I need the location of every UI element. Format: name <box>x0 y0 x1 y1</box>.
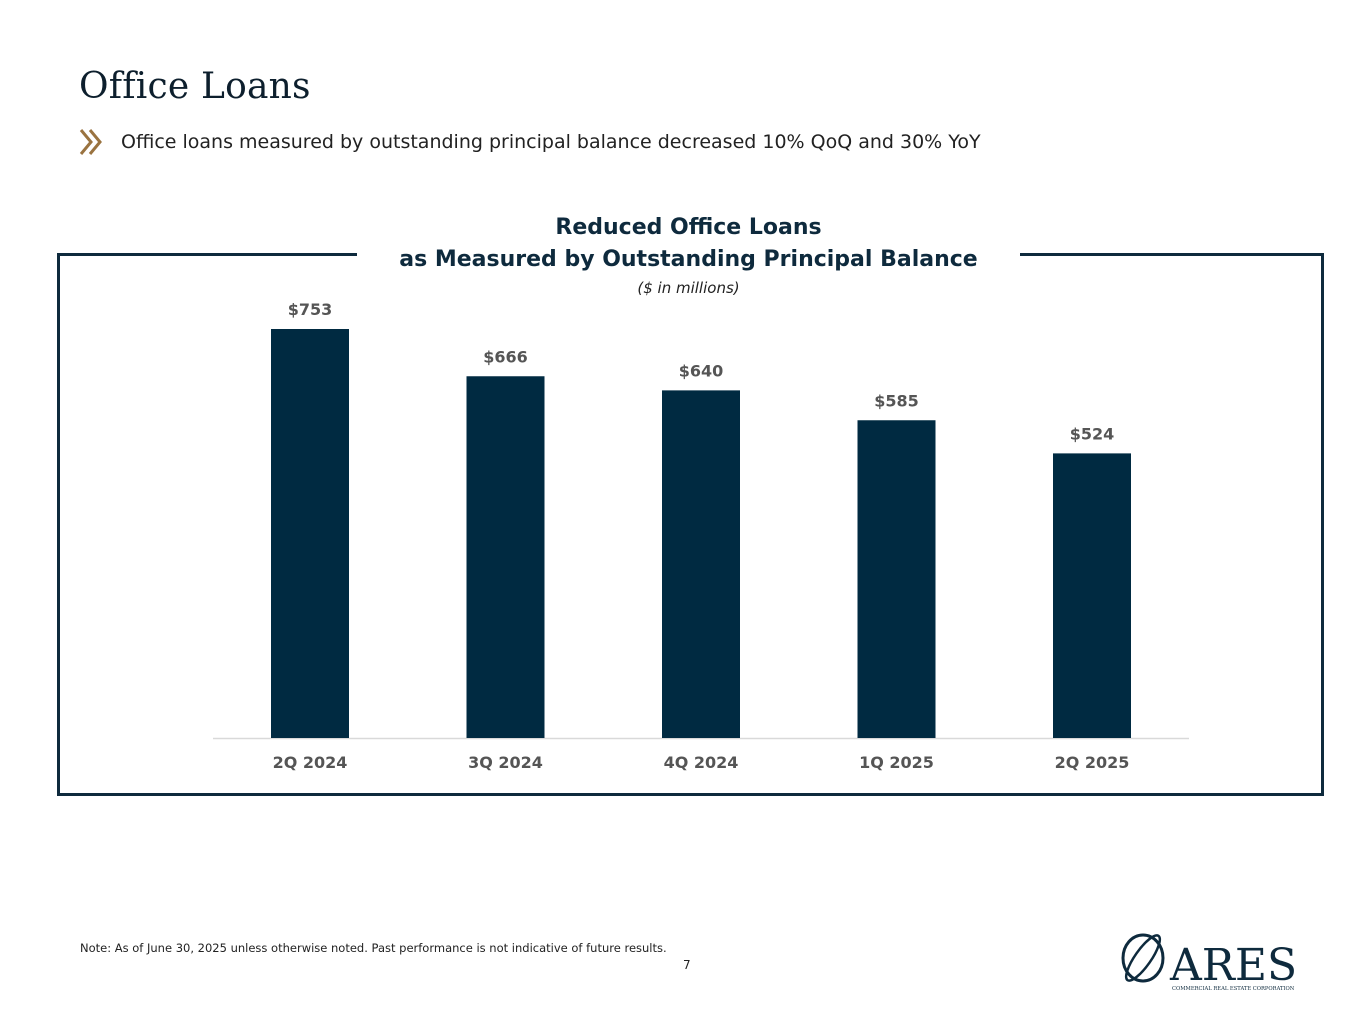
page-number: 7 <box>683 958 691 972</box>
chart-subtitle: ($ in millions) <box>637 279 740 297</box>
chart-title-line-1: Reduced Office Loans <box>555 215 822 240</box>
footnote: Note: As of June 30, 2025 unless otherwi… <box>80 941 667 955</box>
logo-subtext: COMMERCIAL REAL ESTATE CORPORATION <box>1172 986 1295 992</box>
ares-logo: ARES COMMERCIAL REAL ESTATE CORPORATION <box>1121 933 1297 992</box>
logo-wordmark: ARES <box>1169 940 1297 991</box>
double-chevron-right-icon <box>79 129 102 155</box>
page-title: Office Loans <box>79 66 311 107</box>
chart-title-line-2: as Measured by Outstanding Principal Bal… <box>399 247 978 272</box>
summary-bullet: Office loans measured by outstanding pri… <box>79 128 981 156</box>
globe-icon <box>1121 933 1165 983</box>
summary-bullet-text: Office loans measured by outstanding pri… <box>121 131 981 153</box>
chart-heading: Reduced Office Loans as Measured by Outs… <box>357 212 1020 302</box>
chart-frame <box>57 253 1324 796</box>
